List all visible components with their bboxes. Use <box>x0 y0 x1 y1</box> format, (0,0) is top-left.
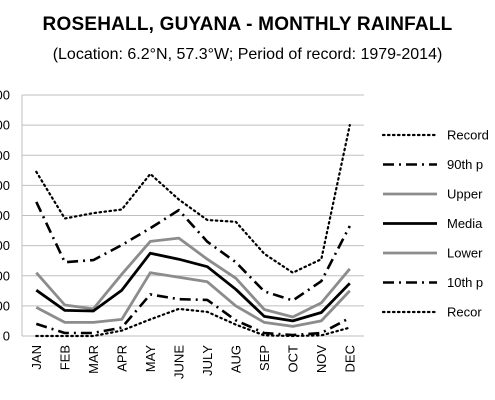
legend-label: Record <box>447 128 489 143</box>
x-tick-label: MAY <box>143 345 158 373</box>
x-tick-label: AUG <box>228 345 243 373</box>
series-line-6 <box>35 307 351 338</box>
chart-subtitle: (Location: 6.2°N, 57.3°W; Period of reco… <box>52 46 443 63</box>
legend: Record 90th p Upper Media Lower 10th p Recor <box>381 128 489 320</box>
x-tick-label: FEB <box>57 345 72 370</box>
x-tick-labels: JAN FEB MAR APR MAY JUNE JULY AUG SEP OCT NOV DEC <box>29 345 358 379</box>
x-tick-label: JUNE <box>171 345 186 379</box>
y-tick-label: 0 <box>3 329 10 344</box>
axis-layer: 0 100 200 300 400 500 600 700 800 <box>0 88 23 344</box>
x-tick-label: JAN <box>29 345 44 370</box>
y-tick-label: 800 <box>0 88 10 103</box>
legend-label: 90th p <box>447 157 483 172</box>
y-tick-label: 600 <box>0 148 10 163</box>
y-tick-label: 300 <box>0 238 10 253</box>
y-tick-label: 200 <box>0 268 10 283</box>
series-line-3 <box>35 251 351 323</box>
series-line-5 <box>35 293 351 337</box>
legend-label: Recor <box>447 305 482 320</box>
y-tick-label: 400 <box>0 208 10 223</box>
series-line-1 <box>35 201 351 302</box>
x-tick-label: JULY <box>200 345 215 376</box>
legend-label: 10th p <box>447 275 483 290</box>
y-tick-label: 700 <box>0 118 10 133</box>
legend-label: Upper <box>447 187 483 202</box>
y-tick-label: 100 <box>0 298 10 313</box>
x-tick-label: APR <box>114 345 129 372</box>
x-tick-label: NOV <box>314 345 329 374</box>
legend-label: Lower <box>447 246 483 261</box>
legend-label: Media <box>447 216 483 231</box>
x-tick-label: MAR <box>86 345 101 374</box>
chart-title: ROSEHALL, GUYANA - MONTHLY RAINFALL <box>42 14 453 35</box>
x-tick-label: OCT <box>285 345 300 373</box>
series-line-0 <box>35 123 351 274</box>
grid-layer <box>22 94 364 337</box>
series-line-2 <box>35 236 351 319</box>
x-tick-label: DEC <box>342 345 357 372</box>
series-line-4 <box>35 271 351 328</box>
x-tick-label: SEP <box>257 345 272 371</box>
y-tick-label: 500 <box>0 178 10 193</box>
series-layer <box>35 123 351 338</box>
